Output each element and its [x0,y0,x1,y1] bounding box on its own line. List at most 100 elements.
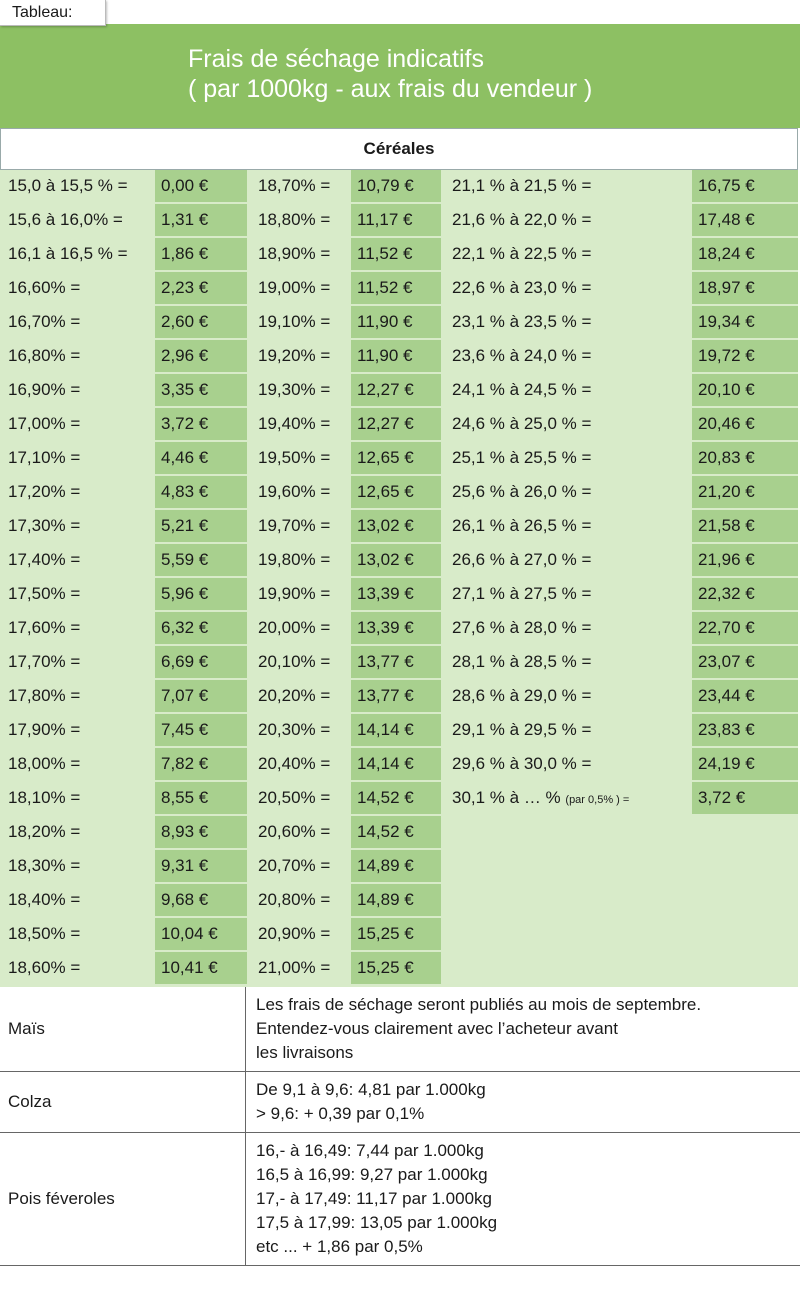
table-row: 16,1 à 16,5 % = 1,86 €18,90% = 11,52 € 22,1… [0,238,798,272]
moisture-label: 22,1 % à 22,5 % = [444,238,689,270]
moisture-label: 20,30% = [250,714,348,746]
moisture-range-text: 24,6 % à 25,0 % = [452,414,592,433]
table-row: 16,70% = 2,60 €19,10% = 11,90 € 23,1 % à 23… [0,306,798,340]
moisture-label: 18,80% = [250,204,348,236]
cost-value: 18,24 € [692,238,798,270]
cost-value: 21,20 € [692,476,798,508]
moisture-label: 21,1 % à 21,5 % = [444,170,689,202]
moisture-range-text: 23,6 % à 24,0 % = [452,346,592,365]
moisture-range-text: 26,1 % à 26,5 % = [452,516,592,535]
crop-details: Les frais de séchage seront publiés au m… [246,987,800,1071]
table-row: 18,10% = 8,55 €20,50% = 14,52 €30,1 % à … … [0,782,798,816]
table-row: 17,80% = 7,07 €20,20% = 13,77 € 28,6 % à 29… [0,680,798,714]
cost-value: 2,96 € [155,340,247,372]
cost-value: 22,70 € [692,612,798,644]
moisture-range-text: 27,1 % à 27,5 % = [452,584,592,603]
crop-row: Colza De 9,1 à 9,6: 4,81 par 1.000kg > 9,6… [0,1072,800,1133]
crop-detail-line: Entendez-vous clairement avec l’acheteur… [256,1019,618,1038]
section-title-cereales: Céréales [0,128,798,170]
cost-value: 14,14 € [351,748,441,780]
moisture-label: 19,70% = [250,510,348,542]
moisture-label: 16,90% = [0,374,152,406]
moisture-label: 19,40% = [250,408,348,440]
moisture-label: 18,10% = [0,782,152,814]
cost-value: 1,31 € [155,204,247,236]
moisture-range-text: 28,6 % à 29,0 % = [452,686,592,705]
moisture-label: 28,6 % à 29,0 % = [444,680,689,712]
moisture-range-text: 29,1 % à 29,5 % = [452,720,592,739]
crop-name: Maïs [0,987,246,1071]
moisture-label: 23,1 % à 23,5 % = [444,306,689,338]
moisture-label: 19,30% = [250,374,348,406]
cost-value: 14,52 € [351,816,441,848]
cost-value: 8,55 € [155,782,247,814]
moisture-label: 17,20% = [0,476,152,508]
crop-detail-line: > 9,6: + 0,39 par 0,1% [256,1104,425,1123]
cost-value: 2,23 € [155,272,247,304]
header-subtitle: ( par 1000kg - aux frais du vendeur ) [188,75,593,103]
cost-value: 10,04 € [155,918,247,950]
moisture-label: 27,1 % à 27,5 % = [444,578,689,610]
moisture-label: 27,6 % à 28,0 % = [444,612,689,644]
cost-value: 18,97 € [692,272,798,304]
cost-value: 11,52 € [351,272,441,304]
table-row: 17,30% = 5,21 €19,70% = 13,02 € 26,1 % à 26… [0,510,798,544]
moisture-label: 19,90% = [250,578,348,610]
moisture-label: 21,00% = [250,952,348,984]
cost-value: 7,45 € [155,714,247,746]
cost-value: 19,72 € [692,340,798,372]
moisture-label: 18,30% = [0,850,152,882]
crop-name: Pois féveroles [0,1133,246,1265]
moisture-label: 19,10% = [250,306,348,338]
crop-details: 16,- à 16,49: 7,44 par 1.000kg 16,5 à 16,… [246,1133,800,1265]
moisture-label: 17,30% = [0,510,152,542]
moisture-label: 24,1 % à 24,5 % = [444,374,689,406]
cost-value: 15,25 € [351,918,441,950]
moisture-range-text: 25,6 % à 26,0 % = [452,482,592,501]
cost-value: 11,52 € [351,238,441,270]
moisture-label: 20,20% = [250,680,348,712]
other-crops-table: Maïs Les frais de séchage seront publiés … [0,987,800,1266]
cost-value: 21,58 € [692,510,798,542]
moisture-range-text: 23,1 % à 23,5 % = [452,312,592,331]
moisture-label: 17,60% = [0,612,152,644]
crop-detail-line: 16,5 à 16,99: 9,27 par 1.000kg [256,1165,488,1184]
cost-value: 11,90 € [351,306,441,338]
moisture-range-text: 30,1 % à … % [452,788,561,807]
table-row: 18,00% = 7,82 €20,40% = 14,14 € 29,6 % à 30… [0,748,798,782]
moisture-label: 18,70% = [250,170,348,202]
table-row: 17,00% = 3,72 €19,40% = 12,27 € 24,6 % à 25… [0,408,798,442]
cost-value: 19,34 € [692,306,798,338]
moisture-label: 18,20% = [0,816,152,848]
table-row: 18,50% = 10,04 €20,90% = 15,25 € [0,918,798,952]
cost-value: 3,72 € [692,782,798,814]
crop-details: De 9,1 à 9,6: 4,81 par 1.000kg > 9,6: + 0… [246,1072,800,1132]
cost-value: 13,02 € [351,510,441,542]
cost-value: 23,07 € [692,646,798,678]
moisture-label: 16,60% = [0,272,152,304]
cost-value: 4,46 € [155,442,247,474]
crop-row: Maïs Les frais de séchage seront publiés … [0,987,800,1072]
cost-value: 13,39 € [351,612,441,644]
cost-value: 9,31 € [155,850,247,882]
table-tag: Tableau: [0,0,106,26]
crop-name: Colza [0,1072,246,1132]
cost-value: 11,17 € [351,204,441,236]
cost-value: 10,79 € [351,170,441,202]
table-row: 17,90% = 7,45 €20,30% = 14,14 € 29,1 % à 29… [0,714,798,748]
empty-area [444,820,798,987]
moisture-range-text: 28,1 % à 28,5 % = [452,652,592,671]
cost-value: 16,75 € [692,170,798,202]
cost-value: 0,00 € [155,170,247,202]
moisture-label: 20,50% = [250,782,348,814]
table-row: 18,40% = 9,68 €20,80% = 14,89 € [0,884,798,918]
cost-value: 4,83 € [155,476,247,508]
cost-value: 21,96 € [692,544,798,576]
cost-value: 20,83 € [692,442,798,474]
table-row: 16,80% = 2,96 €19,20% = 11,90 € 23,6 % à 24… [0,340,798,374]
moisture-range-text: 27,6 % à 28,0 % = [452,618,592,637]
table-row: 15,0 à 15,5 % = 0,00 €18,70% = 10,79 € 21,1… [0,170,798,204]
moisture-label: 17,90% = [0,714,152,746]
cost-value: 5,96 € [155,578,247,610]
moisture-range-text: 29,6 % à 30,0 % = [452,754,592,773]
